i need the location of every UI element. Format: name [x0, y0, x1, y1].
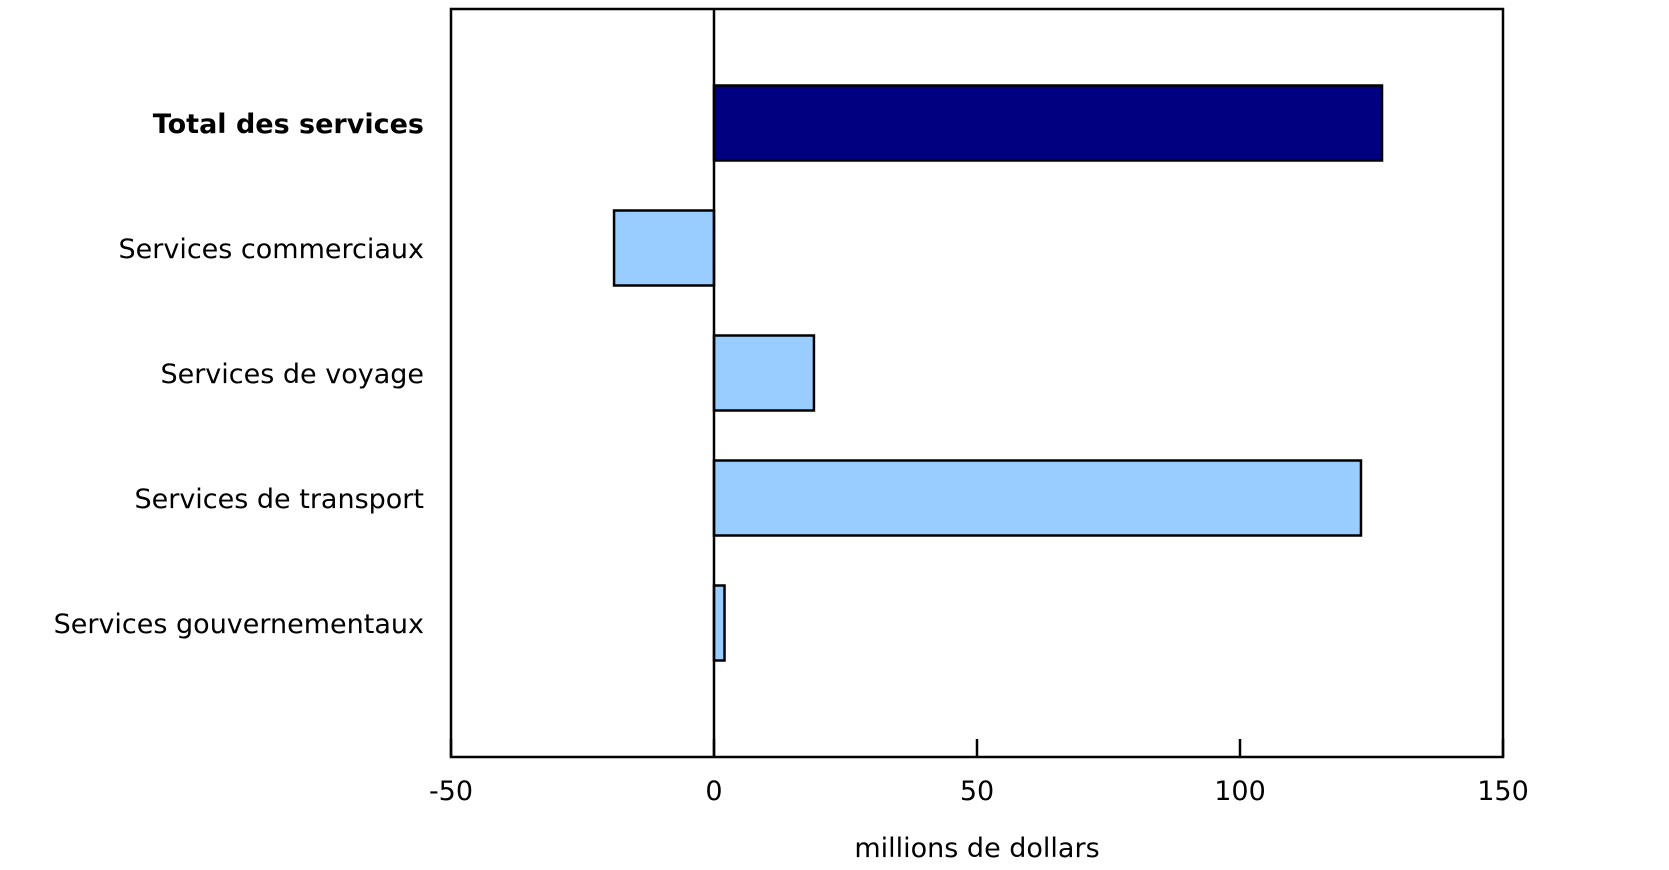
bar-total-des-services — [712, 84, 1384, 162]
bar-services-de-voyage — [712, 334, 816, 412]
x-tick-label: 100 — [1214, 776, 1266, 807]
category-label: Services commerciaux — [118, 234, 424, 265]
x-tick-label: 50 — [960, 776, 994, 807]
x-tick-label: -50 — [429, 776, 473, 807]
category-label: Services gouvernementaux — [54, 609, 424, 640]
x-axis-ticks: -50 0 50 100 150 — [429, 739, 1529, 807]
x-axis-title: millions de dollars — [854, 833, 1099, 864]
x-tick-label: 0 — [705, 776, 722, 807]
x-tick-label: 150 — [1477, 776, 1529, 807]
bars-layer — [612, 84, 1384, 662]
category-labels: Total des services Services commerciaux Se… — [54, 109, 424, 640]
category-label: Services de transport — [134, 484, 424, 515]
category-label: Services de voyage — [160, 359, 424, 390]
category-label: Total des services — [153, 109, 424, 140]
bar-services-gouvernementaux — [712, 584, 726, 662]
bar-services-commerciaux — [612, 209, 716, 287]
bar-services-de-transport — [712, 459, 1363, 537]
